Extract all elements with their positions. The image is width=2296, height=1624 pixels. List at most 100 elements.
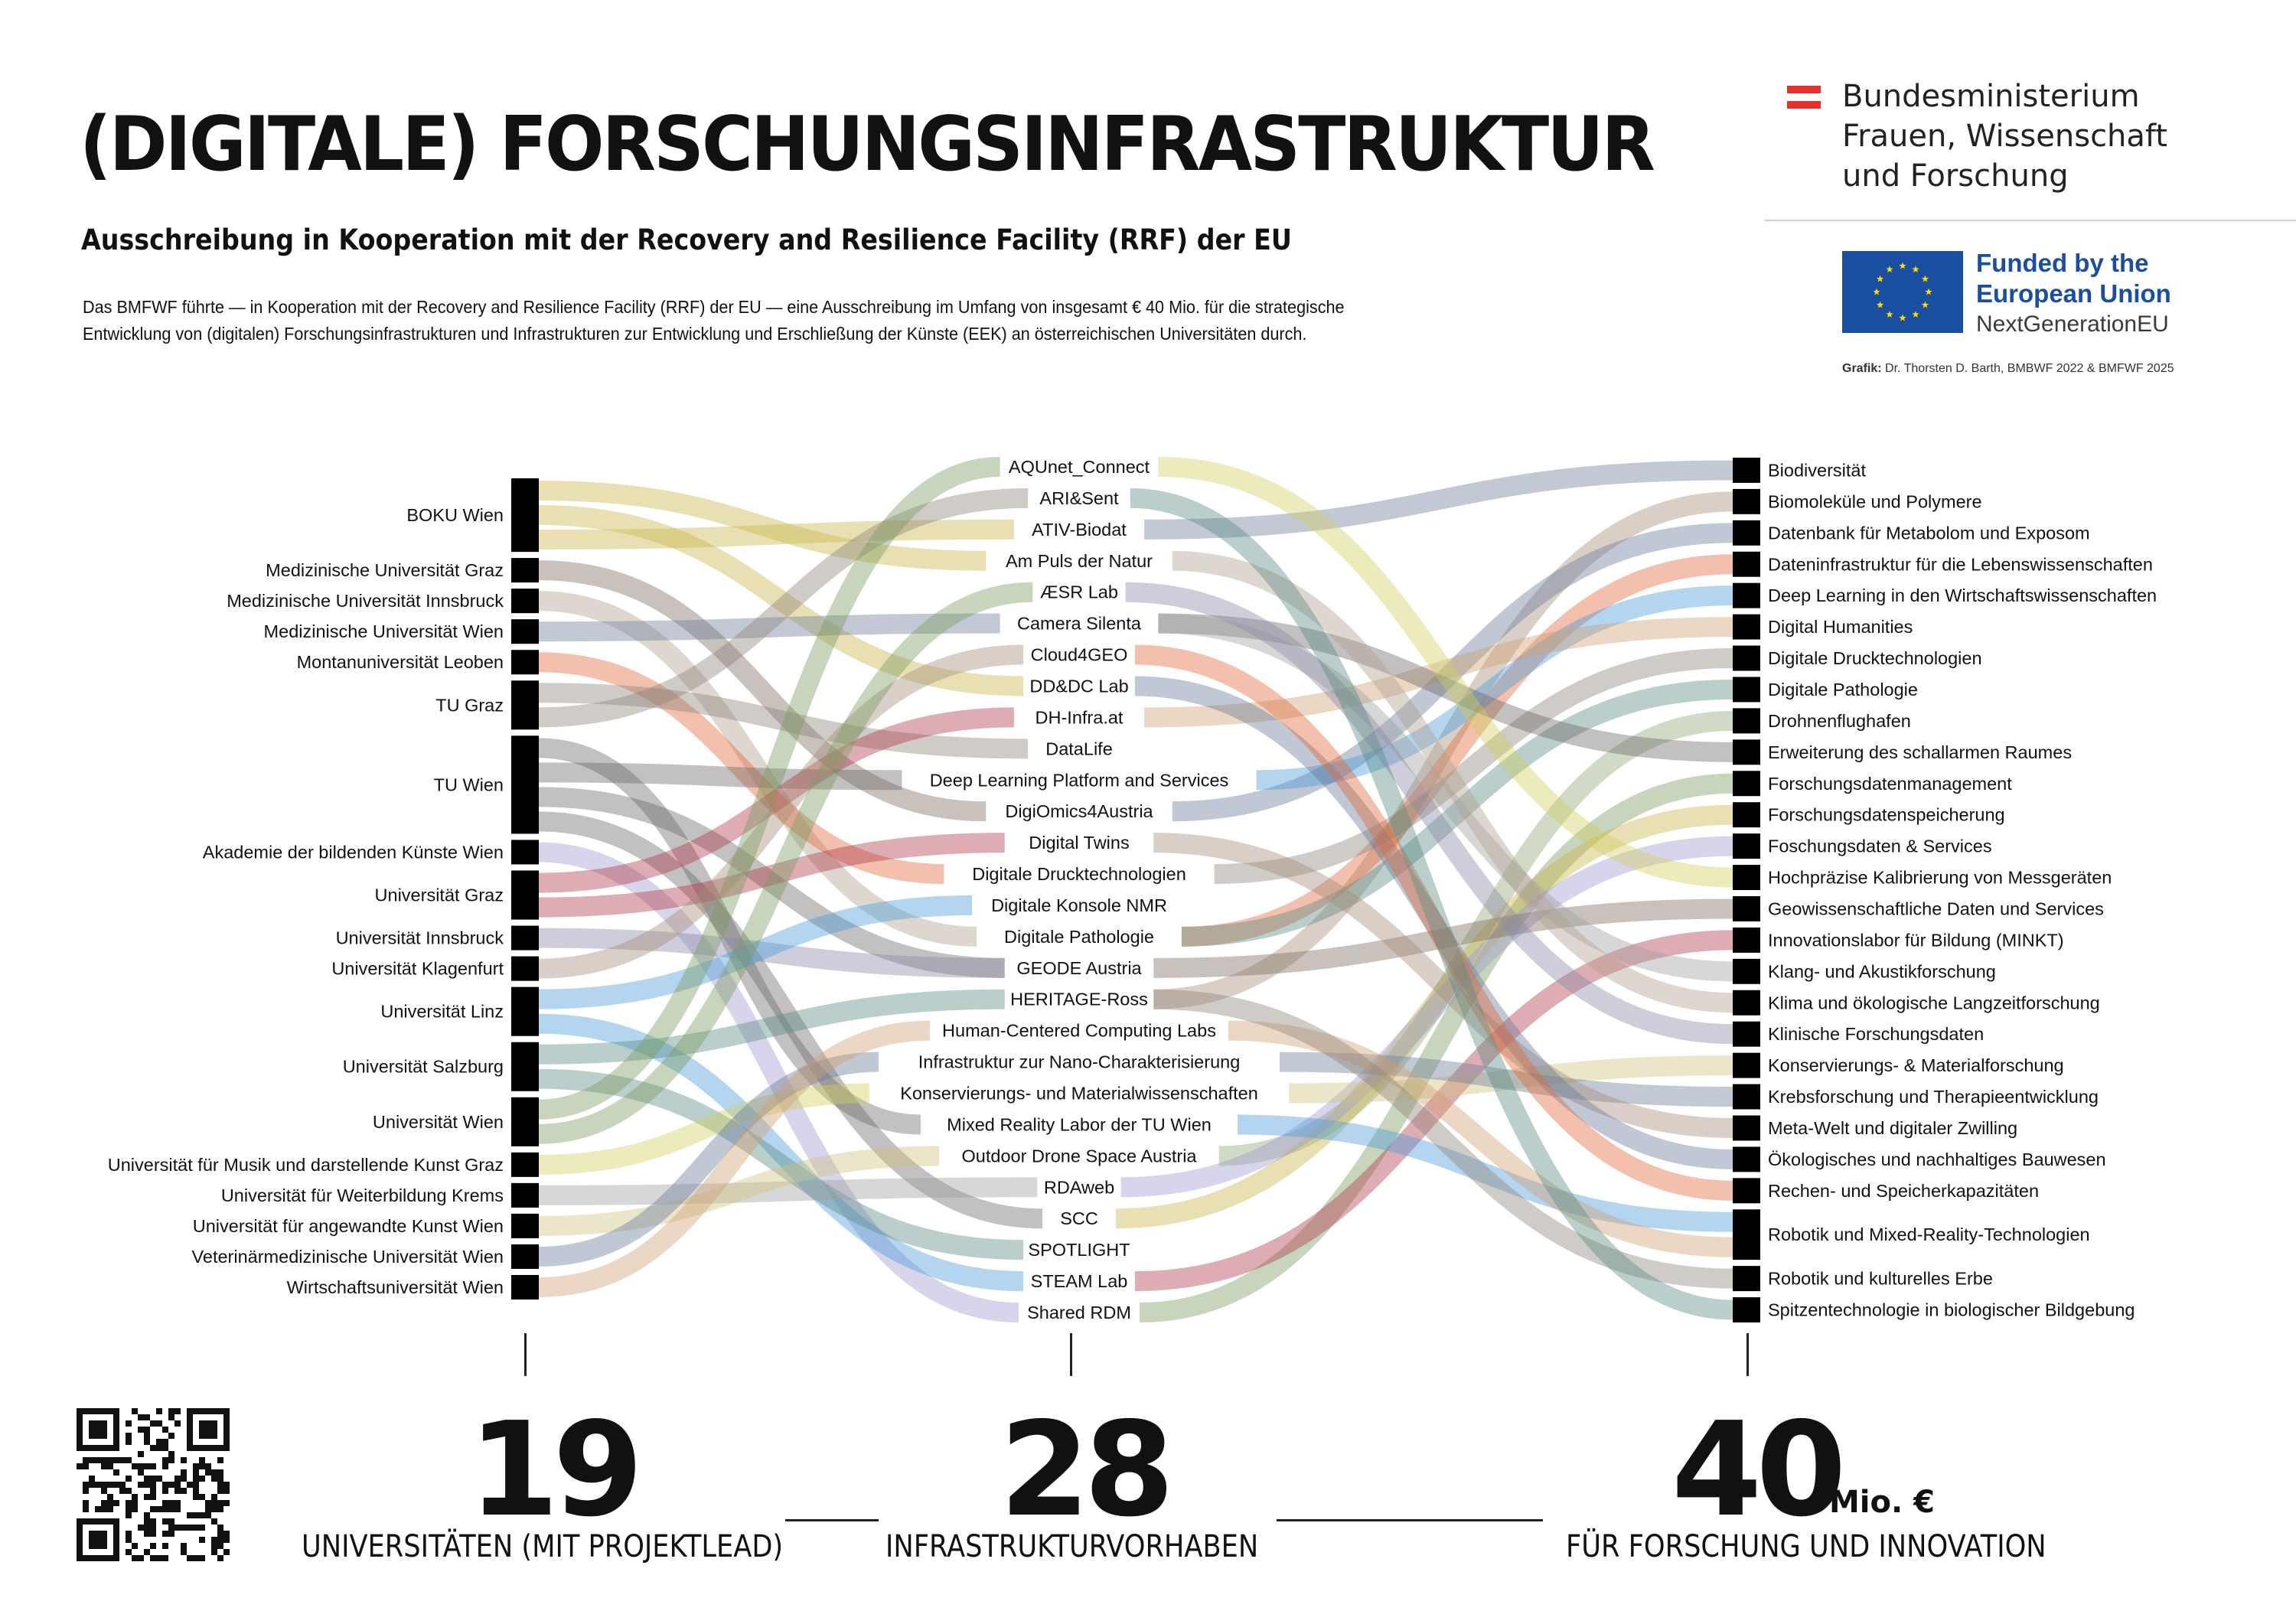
qr-module <box>162 1427 168 1433</box>
qr-module <box>107 1463 113 1469</box>
topic-label: Foschungsdaten & Services <box>1768 836 1992 856</box>
university-project-flow <box>538 613 1000 642</box>
column-marker <box>1070 1333 1072 1376</box>
project-topic-flow <box>1153 491 1733 1009</box>
project-topic-flow <box>1153 898 1733 978</box>
qr-module <box>144 1414 150 1420</box>
qr-module <box>217 1482 223 1488</box>
project-label: STEAM Lab <box>1031 1271 1128 1291</box>
university-project-flow <box>538 1068 1024 1260</box>
university-node <box>511 478 539 553</box>
project-label: Deep Learning Platform and Services <box>930 770 1229 790</box>
topic-node <box>1733 1115 1760 1141</box>
eu-star <box>1899 262 1906 269</box>
topic-node <box>1733 1052 1760 1078</box>
topic-label: Rechen- und Speicherkapazitäten <box>1768 1181 2039 1201</box>
university-node <box>511 1182 539 1208</box>
university-node <box>511 650 539 675</box>
qr-module <box>174 1488 181 1494</box>
qr-module <box>205 1469 211 1476</box>
eu-star <box>1921 275 1929 282</box>
topic-label: Digital Humanities <box>1768 617 1913 637</box>
topic-node <box>1733 1084 1760 1110</box>
qr-module <box>162 1500 168 1506</box>
project-topic-flow <box>1134 676 1733 1169</box>
topic-node <box>1733 1297 1760 1322</box>
qr-module <box>101 1506 107 1512</box>
university-project-flow <box>538 644 1024 979</box>
qr-module <box>205 1500 211 1506</box>
qr-module <box>193 1512 199 1518</box>
qr-module <box>223 1482 230 1488</box>
university-project-flow <box>538 505 1024 696</box>
qr-module <box>199 1463 205 1469</box>
qr-module <box>132 1500 138 1506</box>
university-node <box>511 589 539 614</box>
eu-star <box>1899 314 1906 321</box>
qr-module <box>95 1457 101 1463</box>
column-marker <box>524 1333 527 1376</box>
qr-module <box>89 1457 95 1463</box>
project-label: DataLife <box>1045 739 1113 758</box>
qr-module <box>150 1506 156 1512</box>
qr-module <box>181 1525 187 1531</box>
university-node <box>511 1274 539 1300</box>
topic-label: Drohnenflughafen <box>1768 711 1911 731</box>
qr-module <box>144 1439 150 1445</box>
project-topic-flow <box>1144 617 1733 728</box>
qr-module <box>132 1463 138 1469</box>
topic-label: Biomoleküle und Polymere <box>1768 491 1982 511</box>
university-label: Universität für angewandte Kunst Wien <box>193 1216 504 1236</box>
qr-module <box>211 1494 217 1500</box>
qr-module <box>181 1543 187 1549</box>
ministry-logo-text: Bundesministerium Frauen, Wissenschaft u… <box>1842 77 2167 196</box>
project-label: AQUnet_Connect <box>1009 457 1150 477</box>
qr-module <box>199 1555 205 1561</box>
university-project-flow <box>538 762 902 791</box>
qr-module <box>150 1488 156 1494</box>
qr-code-icon[interactable] <box>77 1408 230 1561</box>
project-label: Am Puls der Natur <box>1006 551 1153 571</box>
university-project-flow <box>538 481 987 571</box>
project-topic-flow <box>1153 989 1733 1289</box>
qr-module <box>89 1476 95 1482</box>
qr-module <box>119 1482 126 1488</box>
qr-module <box>211 1476 217 1482</box>
qr-module <box>174 1506 181 1512</box>
topic-node <box>1733 708 1760 734</box>
topic-label: Datenbank für Metabolom und Exposom <box>1768 523 2090 543</box>
funding-amount: 40 <box>1671 1394 1847 1546</box>
project-topic-flow <box>1228 1020 1733 1257</box>
topic-node <box>1733 833 1760 859</box>
qr-module <box>107 1482 113 1488</box>
qr-module <box>126 1420 132 1427</box>
project-topic-flow <box>1158 457 1733 888</box>
topic-label: Digitale Pathologie <box>1768 680 1918 699</box>
topic-label: Forschungsdatenmanagement <box>1768 774 2012 794</box>
qr-module <box>126 1500 132 1506</box>
qr-module <box>138 1555 144 1561</box>
project-label: Cloud4GEO <box>1031 645 1128 665</box>
university-label: Universität für Weiterbildung Krems <box>221 1185 504 1205</box>
qr-module <box>144 1433 150 1439</box>
topic-node <box>1733 802 1760 828</box>
qr-module <box>95 1506 101 1512</box>
qr-module <box>144 1476 150 1482</box>
eu-star <box>1921 301 1929 308</box>
qr-module <box>168 1531 174 1537</box>
qr-module <box>181 1476 187 1482</box>
project-label: Camera Silenta <box>1017 614 1142 634</box>
qr-module <box>205 1463 211 1469</box>
university-label: Medizinische Universität Graz <box>266 560 504 580</box>
university-project-flow <box>538 1052 879 1267</box>
topic-node <box>1733 865 1760 890</box>
qr-module <box>174 1408 181 1414</box>
qr-module <box>193 1525 199 1531</box>
university-label: Universität Graz <box>375 885 504 905</box>
qr-module <box>138 1469 144 1476</box>
qr-module <box>113 1469 119 1476</box>
project-label: Digitale Drucktechnologien <box>972 864 1186 884</box>
qr-module <box>168 1414 174 1420</box>
qr-module <box>119 1488 126 1494</box>
project-nodes: AQUnet_Connect ARI&Sent ATIV-Biodat Am Puls… <box>900 457 1258 1322</box>
